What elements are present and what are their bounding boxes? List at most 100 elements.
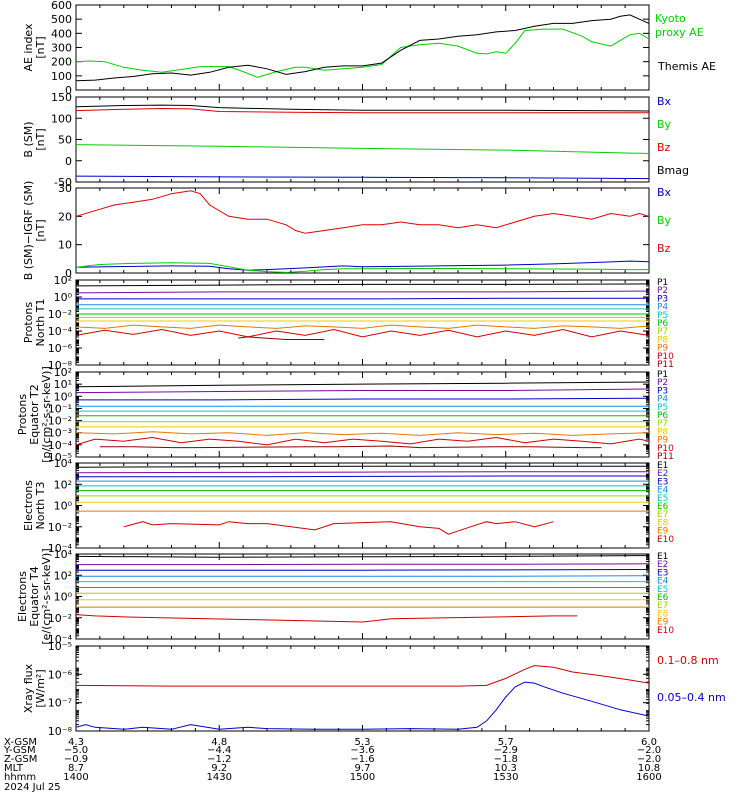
ephemeris-value: −2.0 (637, 745, 661, 756)
legend-label: P2 (657, 286, 668, 296)
y-axis-title: Electrons (16, 571, 29, 622)
y-tick-label: 20 (58, 210, 72, 223)
legend-label: P5 (657, 403, 668, 413)
series-line (76, 475, 649, 478)
series-line (75, 328, 650, 338)
legend-label: P11 (657, 452, 674, 462)
legend-label: P9 (657, 344, 668, 354)
ephemeris-value: −2.0 (637, 754, 661, 765)
ephemeris-value: 9.2 (211, 763, 227, 774)
series-line (75, 465, 649, 468)
legend-label: E9 (657, 618, 669, 628)
series-line (75, 283, 650, 287)
y-tick-label: 0 (65, 267, 72, 280)
series-line (75, 104, 650, 112)
legend-label: E2 (657, 560, 668, 570)
series-line (75, 555, 650, 558)
legend-label: P6 (657, 411, 668, 421)
legend-label: E5 (657, 494, 668, 504)
legend-label: proxy AE (655, 26, 704, 39)
ephemeris-value: −4.4 (207, 745, 231, 756)
legend-label: E7 (657, 601, 668, 611)
series-line (123, 521, 554, 535)
series-line (75, 436, 650, 446)
series-line (76, 297, 649, 300)
panel-frame (75, 187, 650, 274)
panel-2: -50 0 50 100 150 B (SM) [nT] Bx By Bz Bmag (22, 91, 689, 189)
ephemeris-value: −3.6 (350, 745, 374, 756)
y-tick-label: 10² (54, 478, 72, 491)
y-tick-label: 30 (58, 182, 72, 195)
panel-frame (75, 4, 650, 91)
y-tick-label: 10⁻² (48, 612, 72, 625)
y-tick-label: 10² (54, 366, 72, 379)
series-line (75, 144, 650, 154)
y-tick-label: 150 (51, 91, 72, 104)
legend-label: 0.05–0.4 nm (657, 691, 726, 704)
y-axis-title: [nT] (34, 128, 47, 150)
ephemeris-value: −1.6 (350, 754, 374, 765)
series-line (75, 262, 649, 273)
y-tick-label: 10² (54, 569, 72, 582)
ephemeris-value: 4.3 (68, 737, 84, 748)
ephemeris-value: −1.8 (494, 754, 518, 765)
legend-label: P1 (657, 278, 668, 288)
ephemeris-value: 10.3 (495, 763, 517, 774)
y-tick-label: 10⁻⁷ (48, 697, 72, 710)
series-line (76, 575, 650, 577)
ephemeris-row-label: X-GSM (4, 737, 37, 748)
series-line (75, 681, 650, 730)
series-line (75, 14, 650, 82)
panel-7: 10⁻⁴ 10⁻² 10⁰ 10² 10⁴ Electrons Equator T4 [e/(… (16, 548, 674, 646)
legend-label: P3 (657, 386, 668, 396)
series-line (75, 175, 650, 180)
legend-label: Kyoto (655, 12, 686, 25)
y-tick-label: 10² (54, 274, 72, 287)
y-tick-label: 10⁰ (54, 500, 73, 513)
ephemeris-row-label: MLT (4, 763, 24, 774)
legend-label: P4 (657, 303, 668, 313)
series-line (76, 563, 650, 566)
y-tick-label: 10⁻⁸ (48, 725, 73, 738)
ephemeris-row-label: 2024 Jul 25 (4, 782, 61, 793)
series-line (75, 260, 650, 271)
series-line (75, 190, 650, 234)
legend-label: P3 (657, 294, 668, 304)
y-tick-label: 10⁰ (54, 390, 73, 403)
legend-label: P5 (657, 311, 668, 321)
legend-label: E1 (657, 552, 668, 562)
y-tick-label: 10⁴ (54, 548, 73, 561)
y-axis-title: [p/(cm²-s-sr-keV)] (40, 366, 53, 463)
series-line (75, 290, 650, 294)
legend-label: E3 (657, 477, 668, 487)
panel-3: 0 10 20 30 B (SM)−IGRF (SM) [nT] Bx By Bz (22, 181, 672, 281)
legend-label: E9 (657, 527, 669, 537)
y-tick-label: 10⁻⁴ (48, 542, 73, 555)
y-tick-label: 400 (51, 27, 72, 40)
legend-label: Bmag (657, 164, 689, 177)
ephemeris-value: 1530 (493, 772, 518, 783)
ephemeris-value: 5.3 (355, 737, 371, 748)
legend-label: E4 (657, 486, 669, 496)
ephemeris-value: 1430 (207, 772, 232, 783)
y-tick-label: 10¹ (54, 378, 72, 391)
y-axis-title: North T3 (34, 482, 47, 530)
y-axis-title: Electrons (22, 480, 35, 531)
y-tick-label: -50 (54, 176, 72, 189)
legend-label: E6 (657, 593, 669, 603)
y-tick-label: 10⁻² (48, 521, 72, 534)
legend-label: Bz (657, 242, 671, 255)
series-line (76, 569, 650, 571)
legend-label: E4 (657, 577, 669, 587)
series-line (75, 381, 650, 388)
legend-label: P8 (657, 427, 668, 437)
panel-frame (75, 371, 650, 458)
legend-label: E8 (657, 518, 669, 528)
y-tick-label: 10⁻¹ (48, 402, 72, 415)
y-tick-label: 100 (51, 70, 72, 83)
legend-label: P9 (657, 436, 668, 446)
y-tick-label: 10⁻⁶ (48, 342, 73, 355)
ephemeris-value: 1600 (636, 772, 661, 783)
